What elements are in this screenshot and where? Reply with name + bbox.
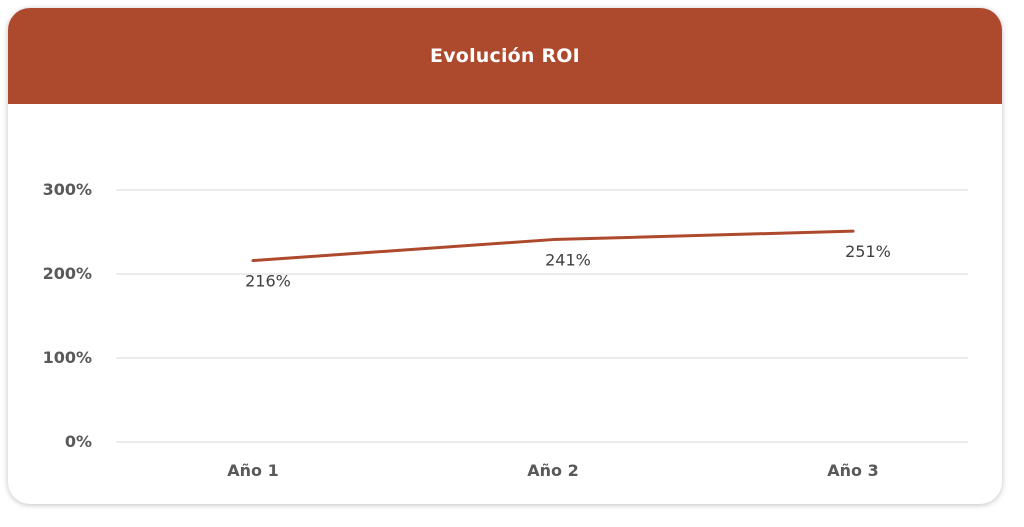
y-tick-label: 300% [43, 180, 92, 199]
chart-header: Evolución ROI [8, 8, 1002, 104]
y-tick-label: 200% [43, 264, 92, 283]
y-tick-label: 100% [43, 348, 92, 367]
chart-title: Evolución ROI [430, 45, 580, 67]
y-tick-label: 0% [65, 432, 92, 451]
data-label: 216% [245, 272, 291, 291]
x-tick-label: Año 1 [227, 461, 278, 480]
series-line [251, 229, 855, 263]
x-tick-label: Año 2 [527, 461, 578, 480]
data-label: 241% [545, 251, 591, 270]
chart-card: Evolución ROI [8, 8, 1002, 504]
x-tick-label: Año 3 [827, 461, 878, 480]
data-label: 251% [845, 242, 891, 261]
